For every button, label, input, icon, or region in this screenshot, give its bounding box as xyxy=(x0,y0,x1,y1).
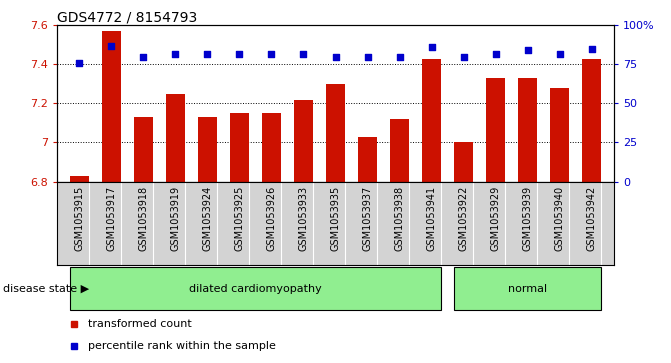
Text: GSM1053917: GSM1053917 xyxy=(107,186,117,251)
Bar xyxy=(390,119,409,182)
Bar xyxy=(422,58,441,182)
Text: GSM1053939: GSM1053939 xyxy=(523,186,533,251)
Text: GSM1053937: GSM1053937 xyxy=(362,186,372,251)
Point xyxy=(586,46,597,52)
Text: GSM1053941: GSM1053941 xyxy=(427,186,437,251)
Text: GSM1053926: GSM1053926 xyxy=(266,186,276,251)
Point xyxy=(266,50,277,56)
Bar xyxy=(134,117,153,182)
Point xyxy=(298,50,309,56)
Text: normal: normal xyxy=(508,284,547,294)
Text: GSM1053935: GSM1053935 xyxy=(331,186,340,251)
Bar xyxy=(70,176,89,182)
Point xyxy=(202,50,213,56)
Text: percentile rank within the sample: percentile rank within the sample xyxy=(88,341,276,351)
Bar xyxy=(166,94,185,182)
Bar xyxy=(230,113,249,182)
Text: GSM1053919: GSM1053919 xyxy=(170,186,180,251)
Text: GSM1053915: GSM1053915 xyxy=(74,186,85,251)
Bar xyxy=(550,88,569,182)
Point xyxy=(106,43,117,49)
Text: dilated cardiomyopathy: dilated cardiomyopathy xyxy=(189,284,322,294)
Point xyxy=(138,54,149,60)
Point xyxy=(458,54,469,60)
Bar xyxy=(518,78,537,182)
Text: GSM1053925: GSM1053925 xyxy=(234,186,244,251)
Bar xyxy=(326,84,345,182)
Point xyxy=(330,54,341,60)
Text: GSM1053933: GSM1053933 xyxy=(299,186,309,251)
Bar xyxy=(294,99,313,182)
Bar xyxy=(486,78,505,182)
Bar xyxy=(454,143,473,182)
Bar xyxy=(358,136,377,182)
Text: transformed count: transformed count xyxy=(88,319,191,329)
Point xyxy=(426,44,437,50)
Text: GSM1053929: GSM1053929 xyxy=(491,186,501,251)
Text: GSM1053942: GSM1053942 xyxy=(586,186,597,251)
Text: GSM1053924: GSM1053924 xyxy=(203,186,213,251)
Point xyxy=(170,50,180,56)
Text: GSM1053918: GSM1053918 xyxy=(138,186,148,251)
Text: GSM1053940: GSM1053940 xyxy=(554,186,564,251)
Bar xyxy=(582,58,601,182)
Text: GSM1053938: GSM1053938 xyxy=(395,186,405,251)
Point xyxy=(234,50,245,56)
Point xyxy=(491,50,501,56)
FancyBboxPatch shape xyxy=(454,267,601,310)
Bar xyxy=(102,31,121,182)
Point xyxy=(522,48,533,53)
Text: disease state ▶: disease state ▶ xyxy=(3,284,89,294)
Point xyxy=(554,50,565,56)
Text: GSM1053922: GSM1053922 xyxy=(458,186,468,251)
Bar xyxy=(262,113,281,182)
Point xyxy=(74,60,85,66)
Point xyxy=(362,54,373,60)
Point xyxy=(394,54,405,60)
Bar xyxy=(198,117,217,182)
FancyBboxPatch shape xyxy=(70,267,441,310)
Text: GDS4772 / 8154793: GDS4772 / 8154793 xyxy=(57,10,197,24)
